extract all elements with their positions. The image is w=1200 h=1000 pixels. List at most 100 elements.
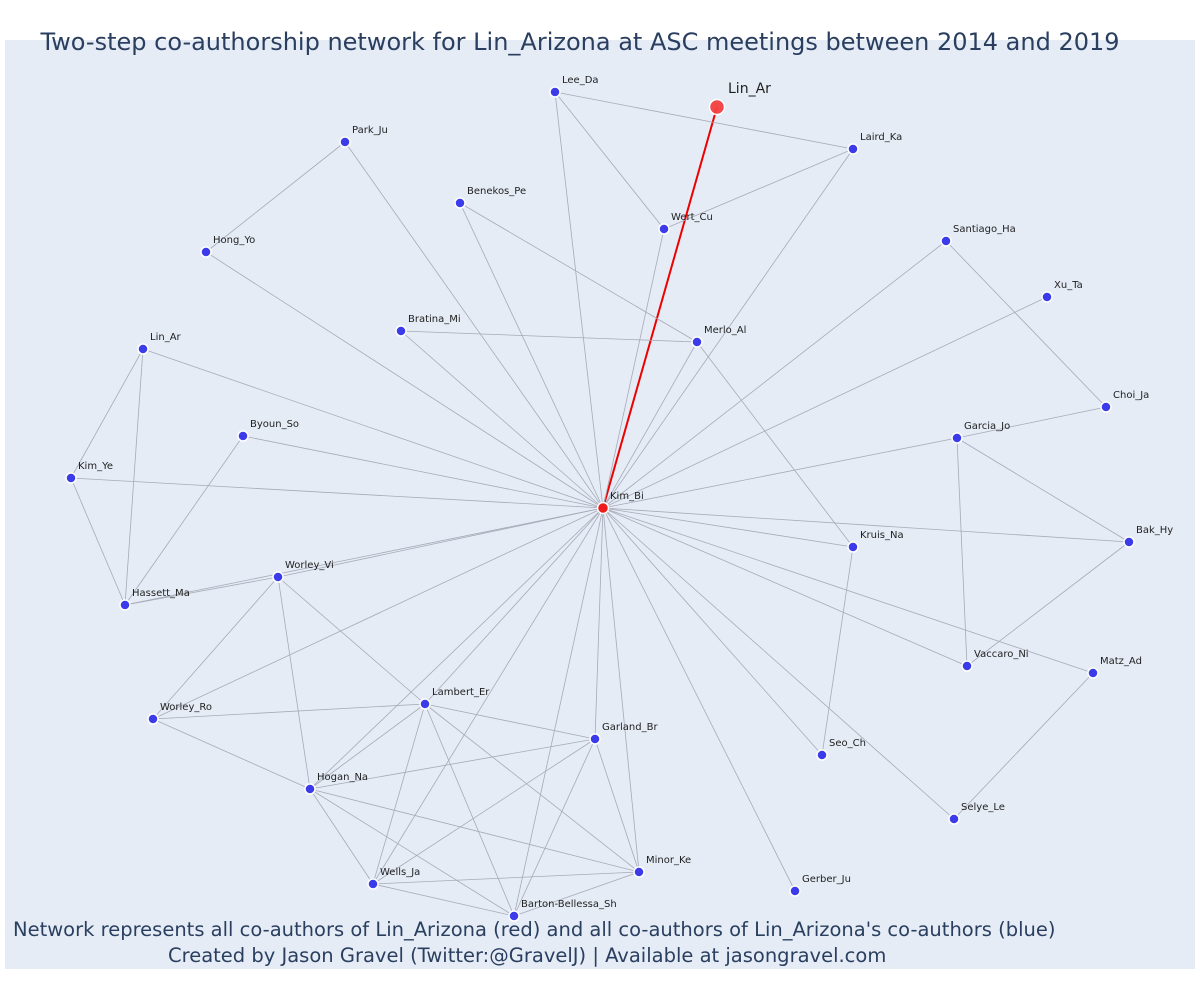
coauthor-edge: [602, 507, 854, 548]
node-label: Seo_Ch: [829, 738, 866, 749]
node-worley_ro[interactable]: [147, 713, 159, 725]
coauthor-edge: [424, 507, 604, 705]
node-label: Selye_Le: [961, 802, 1005, 813]
node-kim_bi[interactable]: [596, 501, 610, 515]
caption-line-2: Created by Jason Gravel (Twitter:@Gravel…: [168, 944, 887, 967]
node-label: Garland_Br: [602, 722, 658, 733]
node-label: Vaccaro_Ni: [974, 649, 1029, 660]
node-label: Worley_Ro: [160, 702, 212, 713]
node-label: Laird_Ka: [860, 132, 902, 143]
node-hong_yo[interactable]: [200, 246, 212, 258]
node-minor_ke[interactable]: [633, 866, 645, 878]
node-label: Garcia_Jo: [964, 421, 1010, 432]
node-bratina_mi[interactable]: [395, 325, 407, 337]
node-bak_hy[interactable]: [1123, 536, 1135, 548]
node-label: Choi_Ja: [1113, 390, 1149, 401]
node-vaccaro_ni[interactable]: [961, 660, 973, 672]
coauthor-edge: [424, 703, 640, 873]
node-garcia_jo[interactable]: [951, 432, 963, 444]
coauthor-edge: [594, 738, 640, 873]
coauthor-edge: [513, 871, 640, 917]
node-hassett_ma[interactable]: [119, 599, 131, 611]
coauthor-edge: [602, 507, 955, 820]
node-label: Xu_Ta: [1054, 280, 1083, 291]
node-wells_ja[interactable]: [367, 878, 379, 890]
node-lambert_er[interactable]: [419, 698, 431, 710]
coauthor-edge: [309, 703, 426, 790]
coauthor-edge: [602, 240, 947, 509]
node-label: Kim_Bi: [610, 491, 644, 502]
node-worley_vi[interactable]: [272, 571, 284, 583]
coauthor-edge: [372, 871, 640, 885]
coauthor-edge: [602, 507, 1094, 674]
node-benekos_pe[interactable]: [454, 197, 466, 209]
coauthor-edge: [124, 507, 604, 606]
focus-node[interactable]: [708, 98, 726, 116]
node-hogan_na[interactable]: [304, 783, 316, 795]
node-byoun_so[interactable]: [237, 430, 249, 442]
coauthor-edge: [277, 576, 311, 790]
node-label: Benekos_Pe: [467, 186, 526, 197]
coauthor-edge: [602, 148, 854, 509]
coauthor-edge: [372, 507, 604, 885]
coauthor-edge: [602, 341, 698, 509]
coauthor-edge: [459, 202, 604, 509]
node-label: Hassett_Ma: [132, 588, 190, 599]
node-santiago_ha[interactable]: [940, 235, 952, 247]
coauthor-edge: [277, 576, 426, 705]
node-label: Bratina_Mi: [408, 314, 461, 325]
node-label: Merlo_Al: [704, 325, 746, 336]
coauthor-edge: [966, 541, 1130, 667]
coauthor-edge: [554, 91, 604, 509]
caption-line-1: Network represents all co-authors of Lin…: [13, 918, 1056, 941]
node-label: Hong_Yo: [213, 235, 255, 246]
node-gerber_ju[interactable]: [789, 885, 801, 897]
focus-node-label: Lin_Ar: [728, 81, 771, 97]
coauthor-edge: [142, 348, 604, 509]
coauthor-edge: [602, 437, 958, 509]
edge-layer: [70, 91, 1130, 917]
coauthor-edge: [152, 507, 604, 720]
node-wert_cu[interactable]: [658, 223, 670, 235]
coauthor-edge: [594, 507, 604, 740]
coauthor-edge: [424, 703, 596, 740]
coauthor-edge: [956, 437, 1130, 543]
node-kruis_na[interactable]: [847, 541, 859, 553]
coauthor-edge: [424, 703, 515, 917]
node-matz_ad[interactable]: [1087, 667, 1099, 679]
node-merlo_al[interactable]: [691, 336, 703, 348]
coauthor-edge: [124, 576, 279, 606]
node-label: Lin_Ar: [150, 332, 182, 343]
node-lee_da[interactable]: [549, 86, 561, 98]
node-park_ju[interactable]: [339, 136, 351, 148]
node-label: Gerber_Ju: [802, 874, 851, 885]
node-seo_ch[interactable]: [816, 749, 828, 761]
node-lin_ar[interactable]: [137, 343, 149, 355]
node-label: Lee_Da: [562, 75, 599, 86]
node-label: Worley_Vi: [285, 560, 334, 571]
coauthor-edge: [602, 507, 968, 667]
node-barton-bellessa_sh[interactable]: [508, 910, 520, 922]
coauthor-edge: [602, 507, 823, 756]
coauthor-edge: [956, 406, 1107, 439]
node-label: Minor_Ke: [646, 855, 691, 866]
node-choi_ja[interactable]: [1100, 401, 1112, 413]
coauthor-edge: [242, 435, 604, 509]
coauthor-edge: [400, 330, 604, 509]
coauthor-edge: [309, 738, 596, 790]
node-label: Lambert_Er: [432, 687, 490, 698]
node-laird_ka[interactable]: [847, 143, 859, 155]
node-label: Barton-Bellessa_Sh: [521, 899, 617, 910]
coauthor-edge: [602, 507, 640, 873]
node-garland_br[interactable]: [589, 733, 601, 745]
coauthor-edge: [309, 788, 374, 885]
coauthor-edge: [602, 296, 1048, 509]
coauthor-edge: [70, 477, 604, 509]
node-xu_ta[interactable]: [1041, 291, 1053, 303]
coauthor-edge: [554, 91, 665, 230]
node-kim_ye[interactable]: [65, 472, 77, 484]
node-layer: Kim_Bi Lee_Da Laird_Ka Park_Ju Benekos_Pe Wer…: [65, 75, 1173, 922]
coauthor-edge: [602, 228, 665, 509]
node-selye_le[interactable]: [948, 813, 960, 825]
